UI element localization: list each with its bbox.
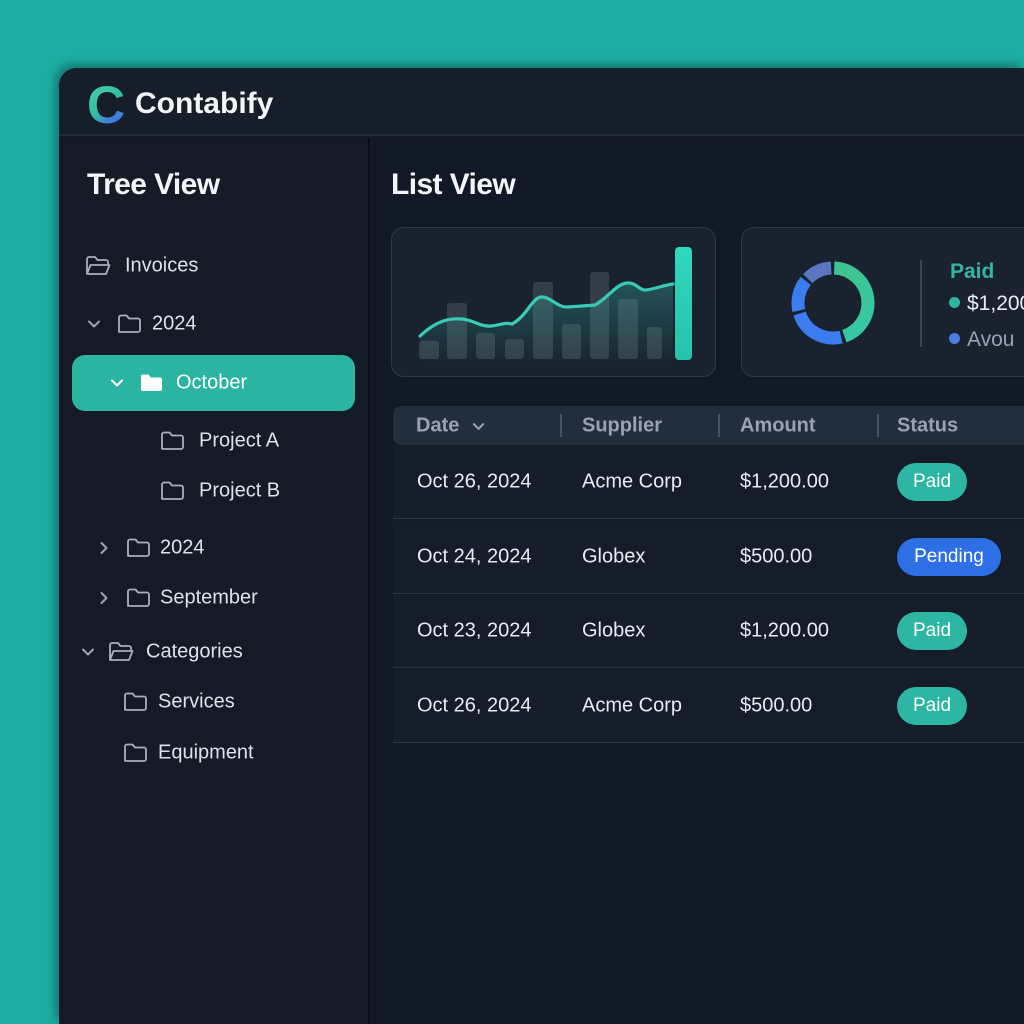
svg-text:C: C [87, 84, 125, 128]
